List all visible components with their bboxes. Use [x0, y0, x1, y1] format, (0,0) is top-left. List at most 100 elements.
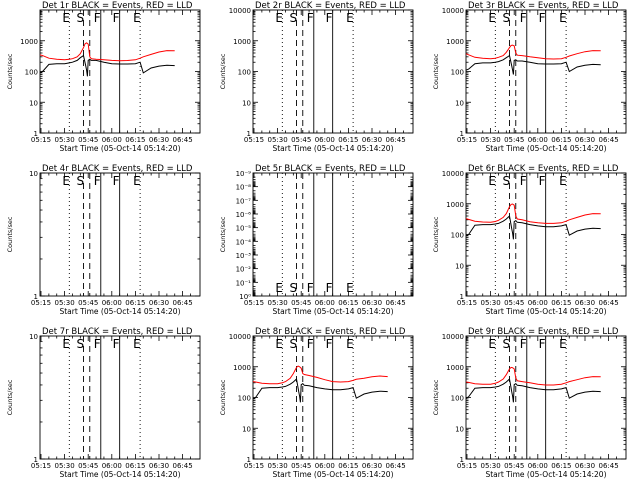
y-tick-label: 10 — [455, 262, 464, 270]
y-tick-label: 10000 — [442, 333, 464, 341]
x-tick-label: 06:30 — [149, 299, 169, 307]
marker-label-F: F — [113, 174, 120, 188]
y-tick-label: 10000 — [229, 333, 251, 341]
marker-label-F: F — [326, 337, 333, 351]
marker-label-F: F — [94, 11, 101, 25]
x-tick-label: 06:45 — [173, 136, 193, 144]
x-tick-label: 06:00 — [528, 299, 548, 307]
x-tick-label: 05:15 — [244, 299, 264, 307]
marker-label-E: E — [346, 281, 354, 295]
panel-title: Det 2r BLACK = Events, RED = LLD — [255, 1, 406, 11]
y-tick-label: 1000 — [446, 38, 464, 46]
y-tick-label: 10⁰ — [239, 293, 251, 301]
y-tick-label: 10 — [242, 99, 251, 107]
x-tick-label: 05:30 — [55, 299, 75, 307]
panel-title: Det 1r BLACK = Events, RED = LLD — [42, 1, 193, 11]
x-tick-label: 06:15 — [551, 136, 571, 144]
x-axis-label: Start Time (05-Oct-14 05:14:20) — [485, 144, 606, 153]
marker-label-E: E — [275, 337, 283, 351]
x-tick-label: 06:15 — [338, 462, 358, 470]
x-tick-label: 05:30 — [481, 462, 501, 470]
x-tick-label: 06:30 — [575, 299, 595, 307]
x-tick-label: 06:00 — [102, 462, 122, 470]
y-tick-label: 1000 — [233, 38, 251, 46]
y-tick-label: 1000 — [446, 201, 464, 209]
marker-label-F: F — [539, 174, 546, 188]
y-tick-label: 1 — [460, 293, 464, 301]
x-tick-label: 06:15 — [125, 299, 145, 307]
marker-label-S: S — [502, 337, 510, 351]
marker-label-E: E — [559, 337, 567, 351]
x-tick-label: 05:45 — [504, 136, 524, 144]
panel-det-8r: Det 8r BLACK = Events, RED = LLD 1 10 100 10… — [219, 327, 414, 479]
x-tick-label: 06:00 — [528, 462, 548, 470]
y-tick-label: 10⁻⁶ — [236, 211, 252, 219]
marker-label-E: E — [346, 337, 354, 351]
y-tick-label: 1 — [34, 456, 38, 464]
panel-det-7r: Det 7r BLACK = Events, RED = LLD 1 10 05:15… — [6, 327, 201, 479]
x-tick-label: 05:30 — [55, 462, 75, 470]
x-tick-label: 06:30 — [149, 462, 169, 470]
x-tick-label: 06:00 — [102, 136, 122, 144]
y-tick-label: 100 — [451, 232, 464, 240]
x-tick-label: 05:45 — [504, 299, 524, 307]
marker-label-E: E — [346, 11, 354, 25]
x-axis-label: Start Time (05-Oct-14 05:14:20) — [272, 307, 393, 316]
y-axis-label: Counts/sec — [219, 216, 227, 252]
x-tick-label: 05:30 — [268, 299, 288, 307]
y-tick-label: 10 — [455, 425, 464, 433]
panel-det-9r: Det 9r BLACK = Events, RED = LLD 1 10 100 10… — [432, 327, 627, 479]
x-axis-label: Start Time (05-Oct-14 05:14:20) — [272, 144, 393, 153]
marker-label-F: F — [520, 11, 527, 25]
x-axis-label: Start Time (05-Oct-14 05:14:20) — [59, 307, 180, 316]
marker-label-F: F — [539, 337, 546, 351]
x-tick-label: 05:45 — [504, 462, 524, 470]
x-tick-label: 05:30 — [268, 462, 288, 470]
x-axis-label: Start Time (05-Oct-14 05:14:20) — [272, 470, 393, 479]
marker-label-S: S — [76, 11, 84, 25]
x-axis-label: Start Time (05-Oct-14 05:14:20) — [59, 144, 180, 153]
panel-det-1r: Det 1r BLACK = Events, RED = LLD 1 10 100 10… — [6, 1, 201, 153]
panel-det-5r: Det 5r BLACK = Events, RED = LLD 10⁰ 10⁻¹ 1… — [219, 164, 414, 316]
x-tick-label: 05:15 — [457, 299, 477, 307]
panel-det-6r: Det 6r BLACK = Events, RED = LLD 1 10 100 10… — [432, 164, 627, 316]
y-tick-label: 1000 — [446, 364, 464, 372]
marker-label-S: S — [502, 11, 510, 25]
x-tick-label: 06:00 — [315, 462, 335, 470]
y-tick-label: 10⁻⁸ — [236, 184, 252, 192]
y-tick-label: 1 — [34, 293, 38, 301]
marker-label-F: F — [326, 281, 333, 295]
series-line-lld — [465, 44, 601, 60]
y-axis-label: Counts/sec — [6, 216, 14, 252]
x-tick-label: 06:45 — [599, 462, 619, 470]
x-tick-label: 05:15 — [457, 462, 477, 470]
y-tick-label: 10⁻³ — [236, 252, 252, 260]
series-line-events — [39, 54, 175, 77]
x-tick-label: 06:30 — [575, 462, 595, 470]
panel-det-4r: Det 4r BLACK = Events, RED = LLD 1 10 05:15… — [6, 164, 201, 316]
x-tick-label: 06:30 — [362, 136, 382, 144]
x-tick-label: 06:30 — [575, 136, 595, 144]
y-axis-label: Counts/sec — [219, 379, 227, 415]
y-axis-label: Counts/sec — [6, 379, 14, 415]
panel-title: Det 6r BLACK = Events, RED = LLD — [468, 164, 619, 174]
marker-label-S: S — [289, 11, 297, 25]
y-axis-label: Counts/sec — [432, 379, 440, 415]
x-tick-label: 05:30 — [55, 136, 75, 144]
y-tick-label: 10⁻¹ — [236, 279, 252, 287]
marker-label-E: E — [559, 174, 567, 188]
y-axis-label: Counts/sec — [432, 53, 440, 89]
x-tick-label: 06:30 — [362, 299, 382, 307]
y-tick-label: 10000 — [442, 170, 464, 178]
x-tick-label: 06:00 — [102, 299, 122, 307]
panel-title: Det 4r BLACK = Events, RED = LLD — [42, 164, 193, 174]
series-line-lld — [465, 366, 601, 386]
y-tick-label: 10⁻⁹ — [236, 170, 252, 178]
y-tick-label: 1000 — [20, 38, 38, 46]
x-tick-label: 06:15 — [338, 299, 358, 307]
y-tick-label: 10⁻⁴ — [236, 238, 252, 246]
marker-label-F: F — [94, 337, 101, 351]
x-tick-label: 06:15 — [338, 136, 358, 144]
marker-label-F: F — [113, 11, 120, 25]
x-tick-label: 05:30 — [481, 299, 501, 307]
